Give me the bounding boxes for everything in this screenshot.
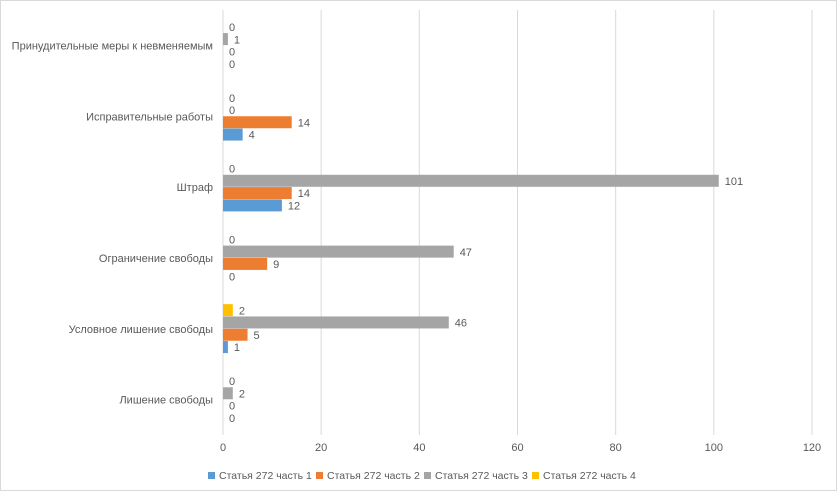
data-label: 2 — [239, 388, 245, 400]
data-label: 14 — [298, 188, 310, 200]
bar — [223, 328, 248, 341]
x-tick-label: 80 — [610, 442, 622, 454]
legend-swatch — [208, 472, 215, 479]
legend-swatch — [424, 472, 431, 479]
bar — [223, 245, 454, 258]
category-label: Лишение свободы — [119, 395, 213, 407]
data-label: 0 — [229, 413, 235, 425]
legend-label: Статья 272 часть 1 — [219, 470, 312, 482]
category-label: Исправительные работы — [86, 111, 213, 123]
data-label: 0 — [229, 47, 235, 59]
data-label: 0 — [229, 105, 235, 117]
bar — [223, 33, 228, 46]
category-label: Штраф — [177, 182, 213, 194]
legend-swatch — [532, 472, 539, 479]
bar — [223, 387, 233, 400]
data-label: 0 — [229, 93, 235, 105]
bar — [223, 128, 243, 141]
data-label: 0 — [229, 401, 235, 413]
data-label: 2 — [239, 305, 245, 317]
data-label: 5 — [254, 330, 260, 342]
x-tick-label: 20 — [315, 442, 327, 454]
x-tick-label: 60 — [511, 442, 523, 454]
data-label: 0 — [229, 376, 235, 388]
data-label: 0 — [229, 234, 235, 246]
bar — [223, 116, 292, 129]
legend-label: Статья 272 часть 3 — [435, 470, 528, 482]
bar — [223, 304, 233, 317]
data-label: 0 — [229, 164, 235, 176]
data-label: 0 — [229, 271, 235, 283]
category-label: Принудительные меры к невменяемым — [12, 40, 213, 52]
category-label: Ограничение свободы — [99, 253, 213, 265]
bar — [223, 174, 719, 187]
bar — [223, 341, 228, 354]
data-label: 46 — [455, 318, 467, 330]
data-label: 14 — [298, 117, 310, 129]
category-label: Условное лишение свободы — [69, 324, 213, 336]
data-label: 1 — [234, 342, 240, 354]
data-label: 12 — [288, 201, 300, 213]
x-tick-label: 120 — [803, 442, 821, 454]
data-label: 47 — [460, 247, 472, 259]
bar — [223, 257, 268, 270]
x-tick-label: 100 — [705, 442, 723, 454]
data-label: 0 — [229, 59, 235, 71]
bar — [223, 187, 292, 200]
data-label: 0 — [229, 22, 235, 34]
bar — [223, 316, 449, 329]
legend-label: Статья 272 часть 2 — [327, 470, 420, 482]
x-tick-label: 40 — [413, 442, 425, 454]
x-tick-label: 0 — [220, 442, 226, 454]
data-label: 1 — [234, 34, 240, 46]
legend-swatch — [316, 472, 323, 479]
legend-label: Статья 272 часть 4 — [543, 470, 636, 482]
bar — [223, 199, 282, 212]
data-label: 101 — [725, 176, 743, 188]
data-label: 9 — [273, 259, 279, 271]
data-label: 4 — [249, 130, 255, 142]
